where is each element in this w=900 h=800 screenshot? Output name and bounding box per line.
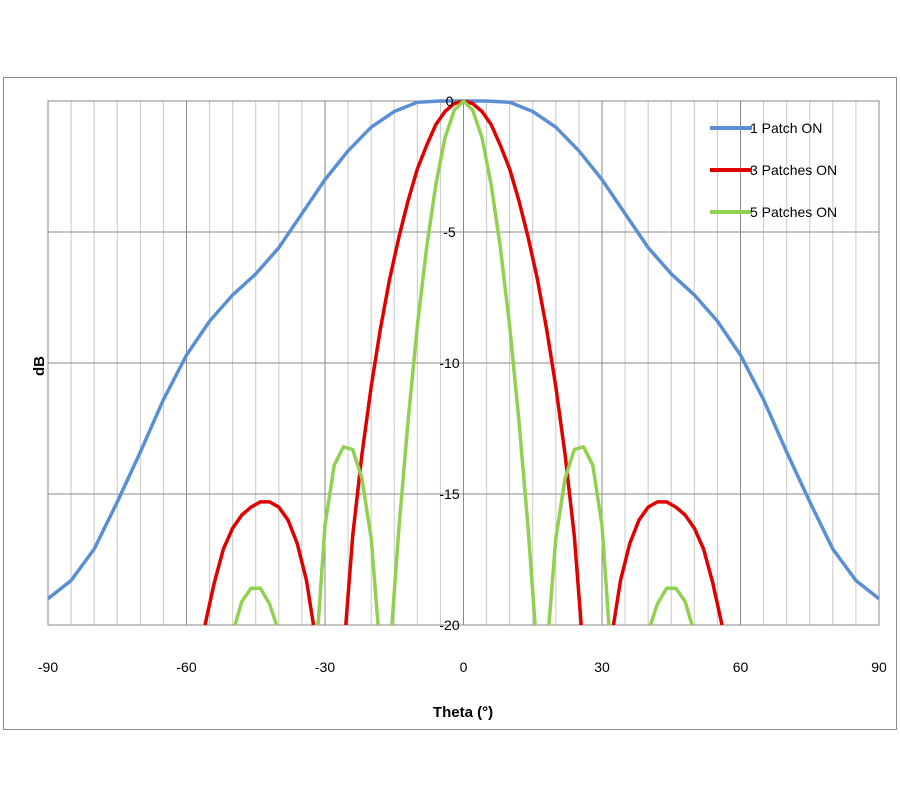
series-line-3-patches-on-1 [203,500,316,626]
x-tick-label: -90 [38,659,58,675]
series-line-3-patches-on-3 [611,500,724,626]
series-line-5-patches-on-4 [547,445,611,626]
y-tick-labels: 0 -5 -10 -15 -20 [439,93,459,633]
series-lines [46,99,881,626]
legend-label: 3 Patches ON [750,162,837,178]
x-axis-title: Theta (°) [433,704,493,721]
x-tick-label: 30 [594,659,610,675]
major-gridlines [47,100,880,626]
legend-label: 5 Patches ON [750,204,837,220]
y-axis-title: dB [31,356,48,376]
y-tick-label: 0 [446,93,454,109]
legend: 1 Patch ON 3 Patches ON 5 Patches ON [710,120,837,220]
series-line-5-patches-on-3 [390,99,537,626]
line-chart: 0-5-10-15-20 -90 -60 -30 0 30 60 90 Theta (°) … [31,93,887,721]
series-line-5-patches-on-5 [648,586,694,626]
y-tick-label: -10 [439,355,459,371]
y-tick-label: -5 [443,224,456,240]
x-tick-label: 90 [871,659,887,675]
x-tick-label: 0 [460,659,468,675]
series-line-5-patches-on-1 [233,586,279,626]
x-tick-labels: -90 -60 -30 0 30 60 90 [38,659,887,675]
legend-label: 1 Patch ON [750,120,822,136]
y-tick-label: -15 [439,486,459,502]
y-tick-label: -20 [439,617,459,633]
series-line-5-patches-on-2 [316,445,380,626]
x-tick-label: -30 [315,659,335,675]
x-tick-label: -60 [176,659,196,675]
chart-frame: 0 -5 -10 -15 -20 -90 -60 -30 0 30 60 90 Theta (°) … [3,77,897,730]
x-tick-label: 60 [733,659,749,675]
